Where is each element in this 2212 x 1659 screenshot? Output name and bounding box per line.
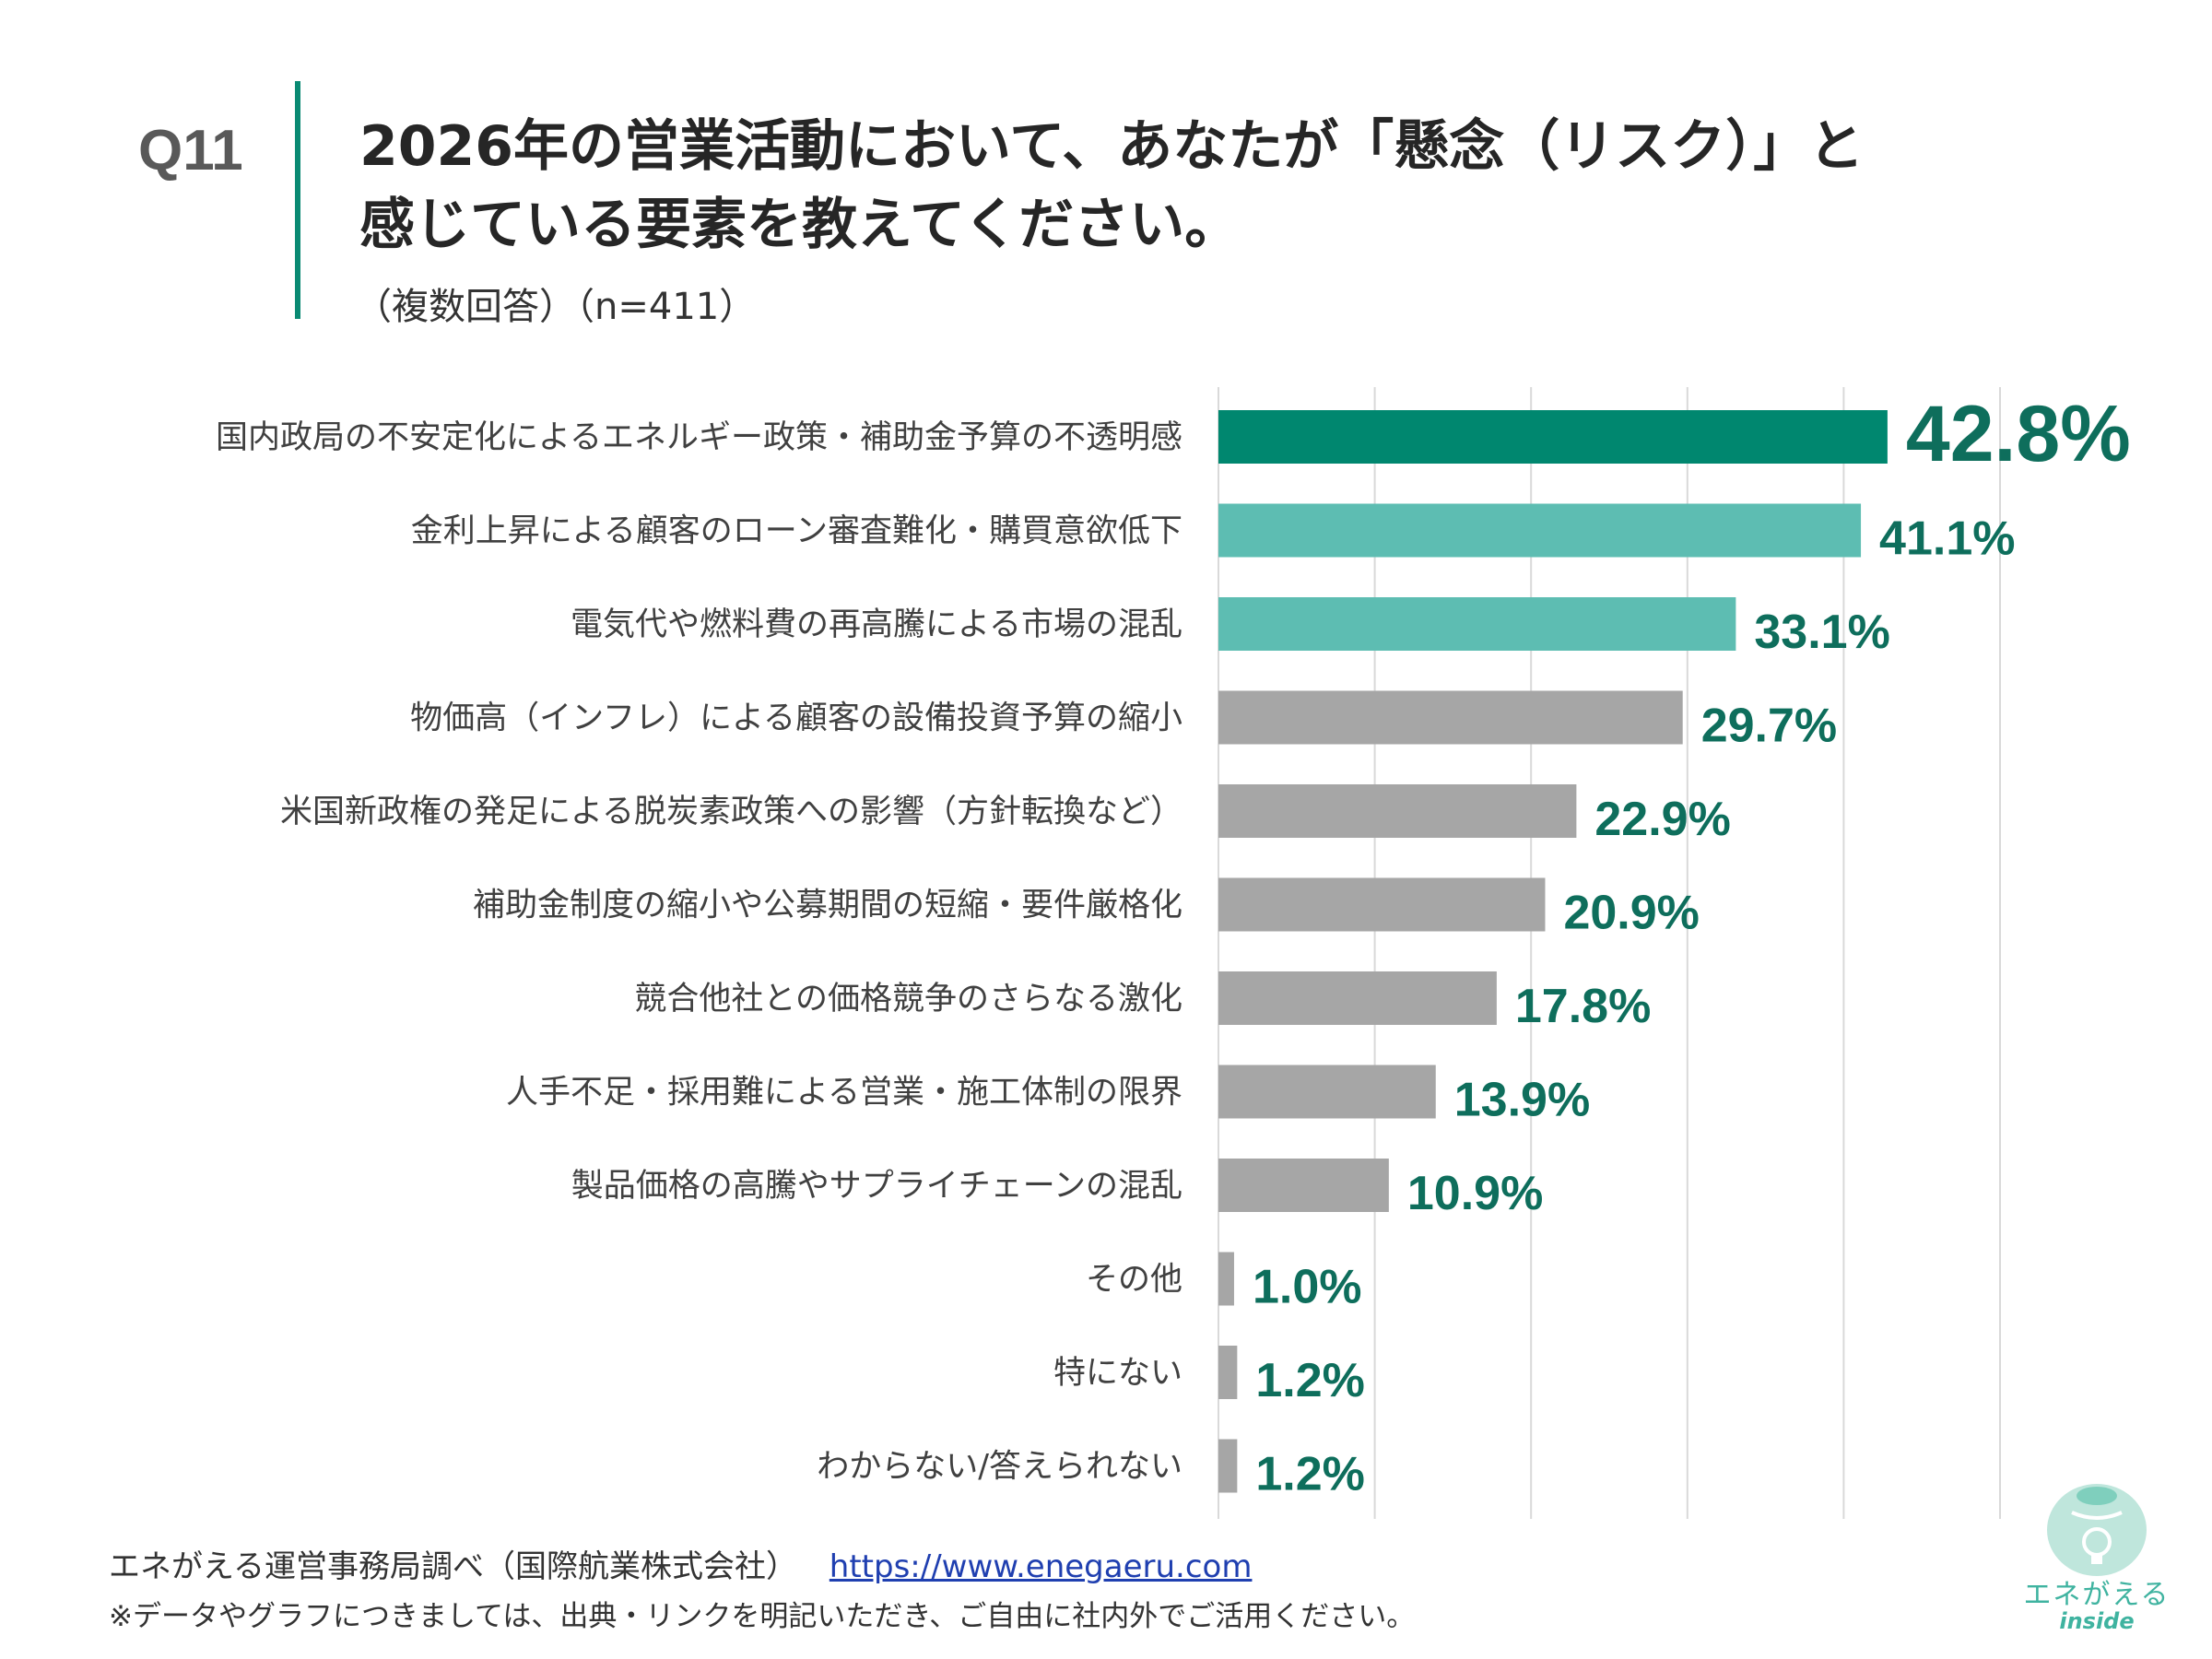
value-label: 20.9%	[1563, 887, 1699, 940]
category-label: 米国新政権の発足による脱炭素政策への影響（方針転換など）	[280, 794, 1182, 830]
value-label: 13.9%	[1454, 1074, 1590, 1127]
value-label: 41.1%	[1879, 512, 2015, 566]
category-label: 国内政局の不安定化によるエネルギー政策・補助金予算の不透明感	[216, 419, 1182, 456]
category-label: その他	[1086, 1262, 1182, 1299]
bar	[1218, 1159, 1389, 1212]
source-link[interactable]: https://www.enegaeru.com	[829, 1548, 1253, 1585]
category-label: わからない/答えられない	[817, 1449, 1182, 1486]
value-label: 29.7%	[1701, 700, 1837, 753]
source-text: エネがえる運営事務局調べ（国際航業株式会社） https://www.enega…	[109, 1541, 1252, 1586]
value-label: 10.9%	[1407, 1167, 1543, 1220]
bar	[1218, 1065, 1436, 1119]
category-label: 製品価格の高騰やサプライチェーンの混乱	[571, 1168, 1182, 1205]
subtitle: （複数回答）（n=411）	[355, 286, 757, 328]
logo-name: エネがえる	[2023, 1579, 2171, 1611]
title-line-1: 2026年の営業活動において、あなたが「懸念（リスク）」と	[359, 114, 1865, 179]
category-label: 補助金制度の縮小や公募期間の短縮・要件厳格化	[473, 888, 1182, 924]
bar	[1218, 690, 1683, 745]
category-label: 特にない	[1053, 1355, 1182, 1392]
bar	[1218, 1346, 1238, 1399]
header-divider	[295, 81, 300, 319]
value-label: 22.9%	[1594, 793, 1730, 846]
category-label: 競合他社との価格競争のさらなる激化	[634, 981, 1182, 1018]
category-label: 人手不足・採用難による営業・施工体制の限界	[506, 1075, 1182, 1112]
bar-chart: 国内政局の不安定化によるエネルギー政策・補助金予算の不透明感 42.8% 金利上昇に…	[216, 387, 2131, 1519]
bar	[1218, 410, 1888, 464]
value-label: 42.8%	[1906, 390, 2131, 478]
bar	[1218, 1252, 1234, 1306]
title-line-2: 感じている要素を教えてください。	[359, 193, 1241, 257]
value-label: 33.1%	[1754, 606, 1889, 659]
source-label: エネがえる運営事務局調べ（国際航業株式会社）	[109, 1548, 797, 1585]
value-label: 1.0%	[1253, 1261, 1362, 1314]
bar	[1218, 597, 1736, 651]
bar	[1218, 877, 1546, 932]
question-number: Q11	[138, 119, 243, 182]
value-label: 17.8%	[1515, 980, 1651, 1033]
bar	[1218, 1439, 1238, 1493]
bar	[1218, 784, 1577, 838]
usage-note: ※データやグラフにつきましては、出典・リンクを明記いただき、ご自由に社内外でご活…	[109, 1600, 1416, 1633]
value-label: 1.2%	[1255, 1448, 1365, 1501]
category-label: 金利上昇による顧客のローン審査難化・購買意欲低下	[411, 513, 1182, 550]
enegaeru-logo-icon	[2047, 1484, 2147, 1576]
logo-sub: inside	[2059, 1608, 2135, 1634]
value-label: 1.2%	[1255, 1354, 1365, 1407]
category-label: 電気代や燃料費の再高騰による市場の混乱	[571, 606, 1182, 643]
bar	[1218, 971, 1497, 1025]
category-label: 物価高（インフレ）による顧客の設備投資予算の縮小	[410, 700, 1182, 737]
bar	[1218, 503, 1862, 558]
